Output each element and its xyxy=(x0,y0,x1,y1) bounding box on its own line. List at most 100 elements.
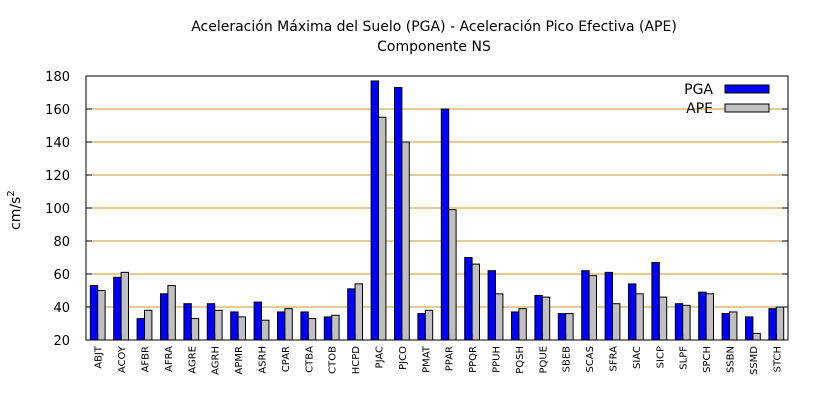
bar-ape-pmat xyxy=(424,309,434,341)
bar-pga-pqsh xyxy=(511,311,520,341)
legend-swatch-pga xyxy=(724,84,770,94)
bar-ape-pjco xyxy=(401,141,410,341)
bar-pga-ppqr xyxy=(464,257,473,341)
x-tick-label: PMAT xyxy=(421,345,432,373)
x-tick-label: PPUH xyxy=(492,346,503,373)
x-tick-label: CPAR xyxy=(281,346,292,372)
bar-ape-abjt xyxy=(97,290,106,341)
x-tick-label: SSMD xyxy=(749,346,760,375)
legend-label-pga: PGA xyxy=(684,82,713,98)
x-tick-label: SBEB xyxy=(562,346,573,373)
bar-pga-agre xyxy=(183,303,192,341)
x-tick-label: CTBA xyxy=(304,346,315,373)
y-tick-label: 160 xyxy=(45,103,70,118)
bar-pga-agrh xyxy=(206,303,216,341)
bar-ape-sfra xyxy=(612,303,621,341)
bar-ape-pqsh xyxy=(518,308,527,341)
bar-ape-siac xyxy=(635,293,644,341)
x-tick-label: PPAR xyxy=(445,346,456,371)
bar-pga-ppar xyxy=(440,108,450,341)
x-tick-label: AFBR xyxy=(141,346,152,372)
bar-pga-ctob xyxy=(323,316,333,341)
y-tick-label: 140 xyxy=(45,136,70,151)
legend-label-ape: APE xyxy=(686,101,713,117)
x-tick-label: SFRA xyxy=(609,346,620,372)
x-tick-label: AGRE xyxy=(187,346,198,374)
chart-title: Aceleración Máxima del Suelo (PGA) - Ace… xyxy=(191,19,677,35)
bar-ape-asrh xyxy=(261,319,270,341)
bar-pga-ppuh xyxy=(487,270,497,341)
bar-pga-hcpd xyxy=(347,288,356,341)
bar-ape-ssmd xyxy=(752,332,761,341)
plot-frame xyxy=(85,75,789,341)
y-axis-ticks: 20 40 60 80 100 120 140 160 180 xyxy=(45,70,788,349)
x-tick-label: PQSH xyxy=(515,346,526,374)
bar-ape-scas xyxy=(588,275,597,341)
bar-pga-afra xyxy=(160,293,169,341)
bar-ape-ctba xyxy=(307,318,317,341)
bar-pga-spch xyxy=(698,291,707,341)
bar-ape-ppar xyxy=(448,209,457,341)
bar-ape-spch xyxy=(705,293,714,341)
bar-pga-stch xyxy=(768,308,777,341)
x-tick-label: ACOY xyxy=(117,345,128,373)
bar-ape-ppqr xyxy=(471,263,481,341)
bar-ape-afra xyxy=(167,285,176,341)
y-axis-label: cm/s2 xyxy=(6,190,24,230)
bar-pga-sbeb xyxy=(557,313,567,341)
bar-ape-agre xyxy=(190,318,200,341)
x-tick-label: SICP xyxy=(655,346,666,368)
bar-ape-sbeb xyxy=(565,313,574,341)
bar-ape-acoy xyxy=(120,271,129,341)
y-tick-label: 120 xyxy=(45,169,70,184)
bar-pga-acoy xyxy=(113,276,122,341)
x-axis-ticks: ABJT ACOY AFBR AFRA AGRE AGRH APMR ASRH CPAR CTBA… xyxy=(94,334,783,375)
x-tick-label: SLPF xyxy=(679,346,690,370)
bar-pga-pmat xyxy=(417,313,426,341)
x-tick-label: HCPD xyxy=(351,346,362,375)
bar-pga-ssbn xyxy=(721,313,730,341)
bar-pga-siac xyxy=(628,283,637,341)
x-tick-label: AGRH xyxy=(211,346,222,375)
bar-ape-pque xyxy=(541,296,551,341)
x-tick-label: PJAC xyxy=(375,346,386,368)
x-tick-label: ASRH xyxy=(258,346,269,374)
x-tick-label: PPQR xyxy=(468,346,479,373)
bar-pga-asrh xyxy=(253,301,263,341)
bar-ape-hcpd xyxy=(354,283,364,341)
y-axis-label-exponent: 2 xyxy=(6,190,17,196)
bars xyxy=(89,80,785,341)
y-tick-label: 60 xyxy=(53,268,70,283)
bar-ape-slpf xyxy=(682,304,691,341)
bar-pga-sfra xyxy=(604,271,613,341)
y-axis-label-main: cm/s xyxy=(8,197,24,230)
bar-pga-apmr xyxy=(230,311,239,341)
y-tick-label: 100 xyxy=(45,202,70,217)
x-tick-label: STCH xyxy=(772,346,783,372)
bar-ape-ppuh xyxy=(495,293,504,341)
bar-pga-ssmd xyxy=(745,316,754,341)
gridlines xyxy=(86,108,788,308)
legend: PGA APE xyxy=(684,82,770,117)
bar-ape-pjac xyxy=(378,116,387,341)
x-tick-label: PJCO xyxy=(398,346,409,370)
y-tick-label: 180 xyxy=(45,70,70,85)
chart-subtitle: Componente NS xyxy=(377,39,491,55)
legend-swatch-ape xyxy=(724,103,770,113)
x-tick-label: AFRA xyxy=(164,346,175,372)
bar-pga-pque xyxy=(534,294,543,341)
bar-ape-ssbn xyxy=(729,311,738,341)
y-tick-label: 80 xyxy=(53,235,70,250)
bar-ape-agrh xyxy=(214,309,223,341)
bar-pga-slpf xyxy=(674,303,684,341)
x-tick-label: SPCH xyxy=(702,346,713,373)
bar-ape-stch xyxy=(775,306,785,341)
bar-pga-scas xyxy=(581,270,590,341)
bar-pga-pjco xyxy=(394,87,403,341)
y-tick-label: 20 xyxy=(53,334,70,349)
x-tick-label: CTOB xyxy=(328,346,339,374)
bar-pga-ctba xyxy=(300,311,309,341)
bar-ape-ctob xyxy=(331,314,340,341)
